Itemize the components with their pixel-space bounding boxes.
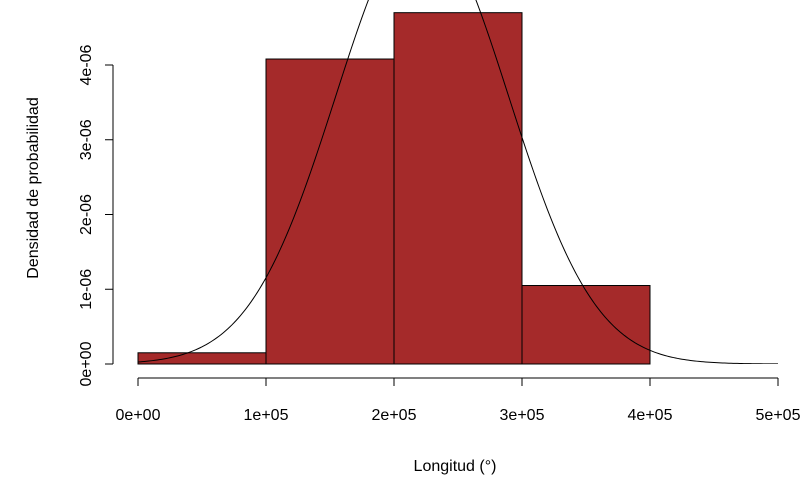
y-tick-label: 2e-06 xyxy=(78,194,95,235)
x-tick-label: 2e+05 xyxy=(372,407,417,424)
histogram-bar-2 xyxy=(265,58,395,365)
histogram-bars xyxy=(137,12,651,365)
x-tick-label: 4e+05 xyxy=(628,407,673,424)
y-axis-label: Densidad de probabilidad xyxy=(25,97,42,278)
histogram-bar-1 xyxy=(137,352,267,365)
x-axis: 0e+00 1e+05 2e+05 3e+05 4e+05 5e+05 xyxy=(116,377,801,424)
x-tick-label: 5e+05 xyxy=(756,407,801,424)
x-tick-label: 1e+05 xyxy=(244,407,289,424)
density-curve xyxy=(137,0,779,364)
y-tick-label: 4e-06 xyxy=(78,44,95,85)
y-axis: 0e+00 1e-06 2e-06 3e-06 4e-06 xyxy=(78,44,114,386)
histogram-bar-4 xyxy=(521,285,651,365)
y-tick-label: 3e-06 xyxy=(78,119,95,160)
y-tick-label: 1e-06 xyxy=(78,269,95,310)
x-tick-label: 3e+05 xyxy=(500,407,545,424)
histogram-bar-3 xyxy=(393,12,523,365)
x-axis-label: Longitud (°) xyxy=(414,458,497,475)
y-tick-label: 0e+00 xyxy=(78,341,95,386)
x-tick-label: 0e+00 xyxy=(116,407,161,424)
